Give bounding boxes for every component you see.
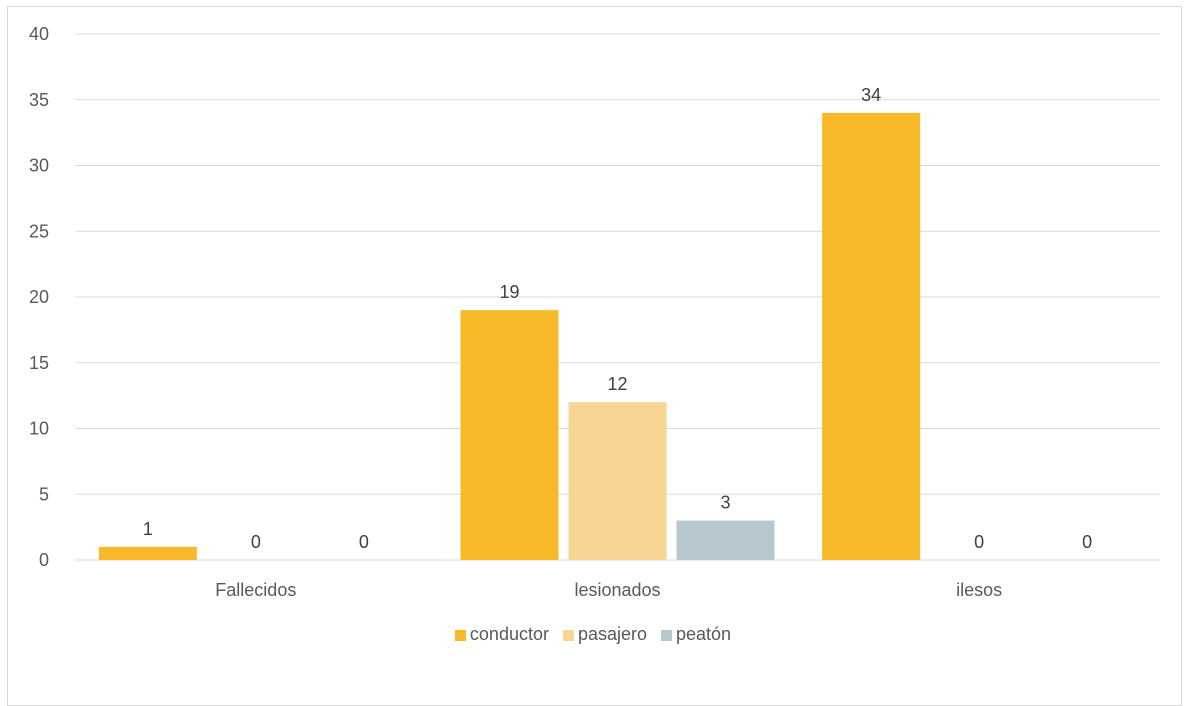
legend-label: conductor — [470, 624, 549, 644]
gridlines — [75, 33, 1160, 561]
data-label: 0 — [251, 532, 261, 552]
y-tick-label: 0 — [39, 550, 49, 570]
data-label: 0 — [359, 532, 369, 552]
data-labels: 1 0 0 19 12 3 34 0 0 — [143, 85, 1092, 552]
legend-swatch — [661, 630, 673, 641]
y-tick-label: 20 — [29, 287, 49, 307]
legend-label: pasajero — [578, 624, 647, 644]
legend-item-pasajero: pasajero — [562, 624, 647, 644]
y-tick-label: 5 — [39, 484, 49, 504]
data-label: 34 — [861, 85, 881, 105]
bar-peatón-lesionados — [676, 520, 775, 560]
bars — [98, 112, 921, 561]
legend-swatch — [562, 630, 574, 641]
bar-conductor-ilesos — [822, 112, 921, 561]
x-category-label: lesionados — [574, 580, 660, 600]
y-tick-label: 40 — [29, 24, 49, 44]
bar-pasajero-lesionados — [568, 402, 667, 560]
data-label: 0 — [974, 532, 984, 552]
x-axis-categories: Fallecidos lesionados ilesos — [215, 580, 1002, 600]
y-tick-label: 35 — [29, 90, 49, 110]
data-label: 12 — [607, 374, 627, 394]
bar-conductor-lesionados — [460, 310, 559, 560]
chart-frame — [7, 6, 1182, 706]
x-category-label: Fallecidos — [215, 580, 296, 600]
legend-swatch — [454, 630, 466, 641]
y-tick-label: 10 — [29, 419, 49, 439]
legend-item-peatón: peatón — [661, 624, 731, 644]
data-label: 19 — [499, 282, 519, 302]
data-label: 0 — [1082, 532, 1092, 552]
bar-conductor-Fallecidos — [98, 546, 197, 560]
x-category-label: ilesos — [956, 580, 1002, 600]
y-tick-label: 25 — [29, 221, 49, 241]
data-label: 3 — [720, 493, 730, 513]
y-axis-ticks: 0 5 10 15 20 25 30 35 40 — [29, 24, 49, 570]
legend-item-conductor: conductor — [454, 624, 549, 644]
legend-label: peatón — [676, 624, 731, 644]
legend: conductor pasajero peatón — [454, 624, 731, 644]
y-tick-label: 15 — [29, 353, 49, 373]
data-label: 1 — [143, 519, 153, 539]
y-tick-label: 30 — [29, 156, 49, 176]
